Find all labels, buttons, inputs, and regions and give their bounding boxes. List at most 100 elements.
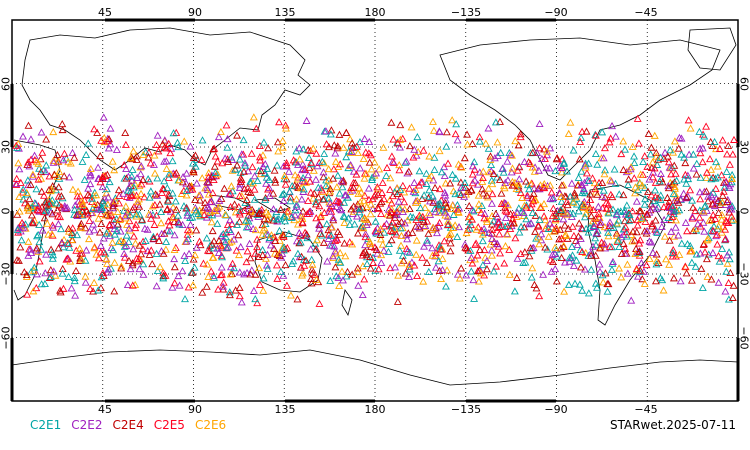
observation-marker	[395, 246, 404, 254]
observation-marker	[197, 155, 206, 163]
observation-marker	[446, 229, 455, 237]
observation-marker	[16, 178, 25, 186]
observation-marker	[160, 136, 169, 144]
observation-marker	[32, 244, 41, 252]
observation-marker	[48, 210, 57, 218]
observation-marker	[393, 189, 402, 198]
observation-marker	[652, 152, 661, 160]
observation-marker	[577, 167, 586, 175]
observation-marker	[28, 172, 37, 180]
observation-marker	[393, 297, 402, 305]
observation-marker	[714, 278, 723, 286]
observation-marker	[226, 216, 234, 224]
observation-marker	[503, 157, 512, 165]
observation-marker	[397, 259, 406, 267]
observation-marker	[363, 259, 372, 267]
observation-marker	[150, 169, 159, 177]
observation-marker	[676, 195, 685, 203]
observation-marker	[19, 132, 27, 140]
tick-top-135: 135	[274, 6, 296, 19]
observation-marker	[27, 155, 36, 163]
observation-marker	[307, 158, 316, 166]
observation-marker	[394, 203, 403, 211]
observation-marker	[288, 182, 297, 190]
observation-marker	[504, 201, 512, 209]
observation-marker	[120, 161, 129, 169]
observation-marker	[221, 210, 230, 218]
observation-marker	[280, 213, 289, 221]
observation-marker	[170, 263, 179, 271]
observation-marker	[17, 236, 26, 244]
observation-marker	[461, 243, 470, 251]
observation-marker	[664, 183, 673, 192]
observation-marker	[191, 195, 200, 203]
observation-marker	[335, 130, 344, 138]
observation-marker	[126, 211, 135, 219]
observation-marker	[135, 264, 144, 273]
observation-marker	[652, 257, 661, 265]
observation-marker	[563, 197, 571, 205]
observation-marker	[727, 178, 736, 186]
observation-marker	[300, 261, 309, 269]
observation-marker	[292, 195, 301, 203]
observation-marker	[445, 234, 454, 242]
observation-marker	[159, 271, 168, 279]
observation-marker	[407, 123, 416, 131]
observation-marker	[40, 207, 49, 216]
observation-marker	[178, 178, 187, 186]
observation-marker	[387, 199, 396, 207]
observation-marker	[215, 202, 224, 210]
observation-marker	[409, 153, 418, 161]
observation-marker	[600, 223, 609, 231]
observation-marker	[501, 213, 510, 221]
observation-marker	[486, 240, 495, 248]
observation-marker	[20, 268, 29, 276]
observation-marker	[643, 227, 651, 235]
observation-marker	[614, 216, 623, 224]
observation-marker	[137, 180, 146, 188]
observation-marker	[96, 283, 105, 292]
observation-marker	[389, 135, 398, 143]
observation-marker	[396, 120, 405, 129]
observation-marker	[117, 262, 126, 270]
observation-marker	[170, 245, 179, 253]
observation-marker	[121, 128, 130, 137]
observation-marker	[121, 140, 130, 148]
observation-marker	[556, 225, 565, 233]
observation-marker	[326, 187, 335, 195]
observation-marker	[139, 175, 147, 184]
observation-marker	[594, 182, 603, 190]
observation-marker	[131, 239, 140, 247]
observation-marker	[309, 194, 318, 202]
observation-marker	[546, 144, 555, 152]
observation-marker	[120, 253, 129, 261]
observation-marker	[188, 268, 197, 276]
observation-marker	[182, 179, 191, 187]
observation-marker	[221, 154, 230, 162]
observation-marker	[484, 124, 493, 132]
observation-marker	[30, 199, 39, 207]
observation-marker	[73, 211, 82, 220]
observation-marker	[559, 241, 568, 249]
observation-marker	[512, 273, 521, 281]
observation-marker	[102, 189, 111, 197]
observation-marker	[645, 175, 654, 183]
observation-marker	[672, 216, 680, 224]
observation-marker	[63, 254, 72, 262]
tick-top-90: 90	[188, 6, 202, 19]
observation-marker	[531, 196, 539, 204]
observation-marker	[513, 166, 522, 174]
observation-marker	[371, 190, 380, 198]
observation-marker	[488, 234, 497, 242]
observation-marker	[529, 189, 538, 197]
observation-marker	[129, 232, 138, 240]
observation-marker	[581, 161, 590, 169]
observation-marker	[453, 200, 462, 209]
observation-marker	[24, 237, 33, 245]
observation-marker	[46, 265, 55, 274]
observation-marker	[640, 200, 649, 208]
tick-bottom-135: 135	[274, 403, 296, 416]
observation-marker	[460, 240, 469, 248]
observation-marker	[695, 213, 704, 221]
observation-marker	[576, 234, 585, 242]
